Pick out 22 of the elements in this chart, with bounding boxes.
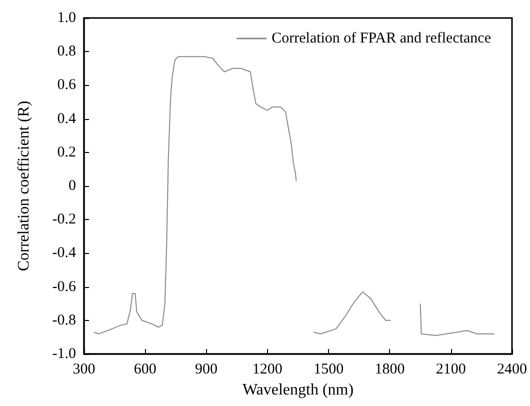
x-tick-label: 2400 [497, 362, 527, 378]
legend-label: Correlation of FPAR and reflectance [272, 30, 492, 46]
y-tick-label: 0.6 [57, 77, 76, 94]
x-tick-label: 1200 [252, 362, 282, 378]
y-tick-label: -0.8 [52, 312, 76, 328]
x-tick-label: 300 [72, 362, 96, 378]
x-tick-label: 1800 [374, 362, 405, 378]
x-tick-label: 2100 [436, 362, 466, 378]
y-tick-label: -0.4 [52, 245, 76, 262]
x-axis-title: Wavelength (nm) [242, 381, 354, 398]
x-tick-label: 900 [195, 362, 218, 378]
x-tick-label: 600 [134, 362, 156, 378]
y-tick-label: 0.4 [57, 110, 76, 127]
x-tick-label: 1500 [314, 362, 344, 378]
y-tick-label: -0.6 [52, 278, 76, 295]
y-tick-label: -1.0 [52, 346, 76, 362]
y-axis-title: Correlation coefficient (R) [16, 100, 32, 272]
y-tick-label: 1.0 [57, 10, 76, 26]
y-tick-label: -0.2 [52, 212, 76, 228]
y-tick-label: 0.8 [57, 44, 76, 60]
y-tick-label: 0.2 [57, 144, 76, 160]
y-tick-label: 0 [68, 178, 76, 194]
